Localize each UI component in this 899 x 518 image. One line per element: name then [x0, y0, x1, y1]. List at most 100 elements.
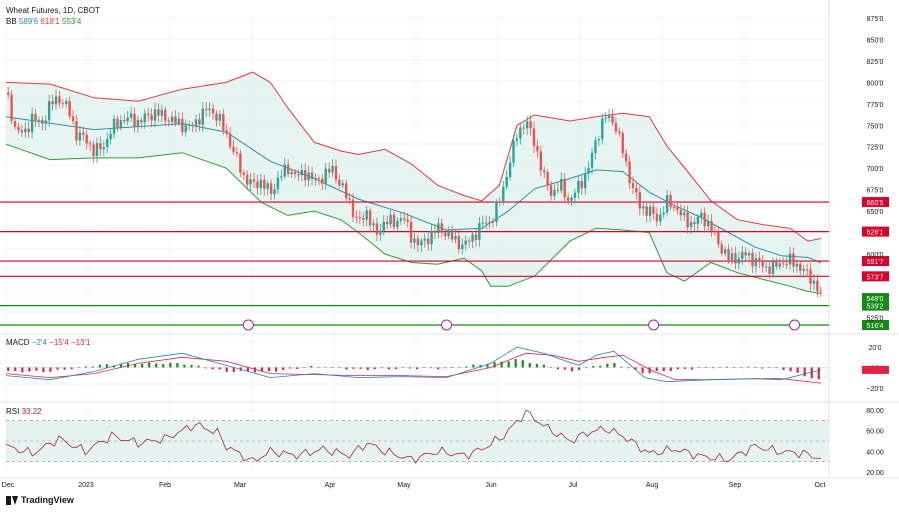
- candle-body: [481, 222, 484, 224]
- candle-body: [143, 113, 146, 123]
- candle-body: [396, 220, 399, 228]
- candle-body: [529, 121, 532, 129]
- level-label-bg: [862, 300, 889, 311]
- candle-body: [68, 101, 71, 117]
- candle-body: [167, 120, 170, 122]
- candle-body: [71, 116, 75, 122]
- candle-body: [816, 280, 819, 292]
- last-price-bg: [862, 293, 889, 304]
- candle-body: [300, 170, 304, 176]
- macd-histogram-bar: [704, 367, 708, 368]
- macd-hist-value: −13'1: [70, 338, 91, 347]
- candle-body: [713, 231, 717, 233]
- candle-body: [109, 133, 112, 140]
- macd-histogram-bar: [761, 367, 764, 369]
- macd-histogram-bar: [782, 367, 785, 370]
- candle-body: [389, 214, 392, 225]
- rsi-band: [6, 420, 829, 462]
- candle-body: [146, 113, 150, 115]
- candle-body: [365, 210, 368, 220]
- macd-histogram-bar: [28, 367, 31, 372]
- macd-histogram-bar: [521, 360, 524, 368]
- candle-body: [799, 263, 802, 271]
- macd-histogram-bar: [817, 367, 820, 380]
- macd-histogram-bar: [796, 367, 799, 373]
- candle-body: [225, 130, 228, 134]
- candle-body: [768, 266, 771, 275]
- macd-histogram-bar: [331, 367, 334, 368]
- macd-histogram-bar: [211, 367, 214, 370]
- macd-value: −2'4: [31, 338, 47, 347]
- price-tick-label: 675'0: [867, 188, 884, 195]
- price-tick-label: 725'0: [867, 145, 884, 152]
- candle-body: [20, 130, 24, 133]
- macd-signal-value: −15'4: [49, 338, 69, 347]
- candle-body: [454, 236, 457, 240]
- macd-histogram-bar: [535, 363, 538, 368]
- tradingview-logo[interactable]: TradingView: [6, 495, 74, 505]
- candle-body: [771, 261, 775, 275]
- candle-body: [782, 263, 785, 265]
- macd-histogram-bar: [408, 367, 412, 369]
- candle-body: [160, 109, 164, 116]
- candle-body: [136, 119, 140, 127]
- candle-body: [584, 173, 587, 189]
- candle-body: [662, 212, 665, 215]
- macd-histogram-bar: [634, 367, 637, 370]
- macd-histogram-bar: [98, 364, 101, 368]
- macd-histogram-bar: [197, 365, 200, 368]
- time-tick-label: Dec: [2, 482, 15, 489]
- price-tick-label: 800'0: [867, 80, 884, 87]
- candle-body: [614, 123, 618, 132]
- candle-body: [635, 187, 638, 193]
- macd-histogram-bar: [169, 362, 172, 368]
- candle-body: [573, 192, 577, 198]
- macd-histogram-bar: [430, 367, 433, 369]
- price-tick-label: 650'0: [867, 209, 884, 216]
- macd-histogram-bar: [803, 367, 806, 377]
- candle-body: [556, 189, 560, 191]
- candle-body: [488, 221, 491, 223]
- macd-histogram-bar: [232, 367, 235, 373]
- level-label-bg: [862, 197, 889, 208]
- macd-histogram-bar: [190, 364, 193, 368]
- level-label-bg: [862, 226, 889, 237]
- candle-body: [669, 195, 672, 208]
- brand-name: TradingView: [21, 495, 74, 505]
- candle-body: [553, 189, 556, 196]
- candle-body: [590, 153, 594, 168]
- candle-body: [78, 132, 82, 141]
- candle-body: [406, 219, 409, 222]
- candle-body: [744, 251, 747, 256]
- candle-body: [577, 181, 580, 193]
- candle-body: [495, 201, 498, 222]
- candle-body: [450, 230, 454, 240]
- macd-histogram-bar: [542, 364, 545, 368]
- candle-body: [758, 258, 761, 262]
- candle-body: [512, 140, 515, 163]
- macd-last-bg: [862, 365, 889, 374]
- candle-body: [601, 118, 604, 140]
- macd-histogram-bar: [690, 367, 694, 370]
- candle-body: [338, 179, 341, 186]
- bollinger-lower-line: [5, 143, 822, 295]
- macd-legend: MACD −2'4 −15'4 −13'1: [6, 338, 90, 348]
- macd-histogram-bar: [486, 364, 489, 368]
- candle-body: [61, 103, 65, 105]
- candle-body: [539, 151, 543, 171]
- interval: 1D: [62, 6, 74, 15]
- candle-body: [174, 116, 177, 124]
- candle-body: [672, 207, 676, 209]
- macd-histogram-bar: [373, 367, 376, 370]
- macd-histogram-bar: [726, 366, 729, 368]
- candle-body: [51, 101, 54, 105]
- event-marker-icon: [789, 319, 801, 331]
- candle-body: [737, 258, 741, 264]
- candle-body: [95, 143, 99, 157]
- candle-body: [484, 222, 488, 224]
- macd-histogram-bar: [77, 366, 80, 368]
- candle-body: [191, 124, 194, 127]
- event-marker-icon: [648, 319, 660, 331]
- candle-body: [597, 139, 601, 141]
